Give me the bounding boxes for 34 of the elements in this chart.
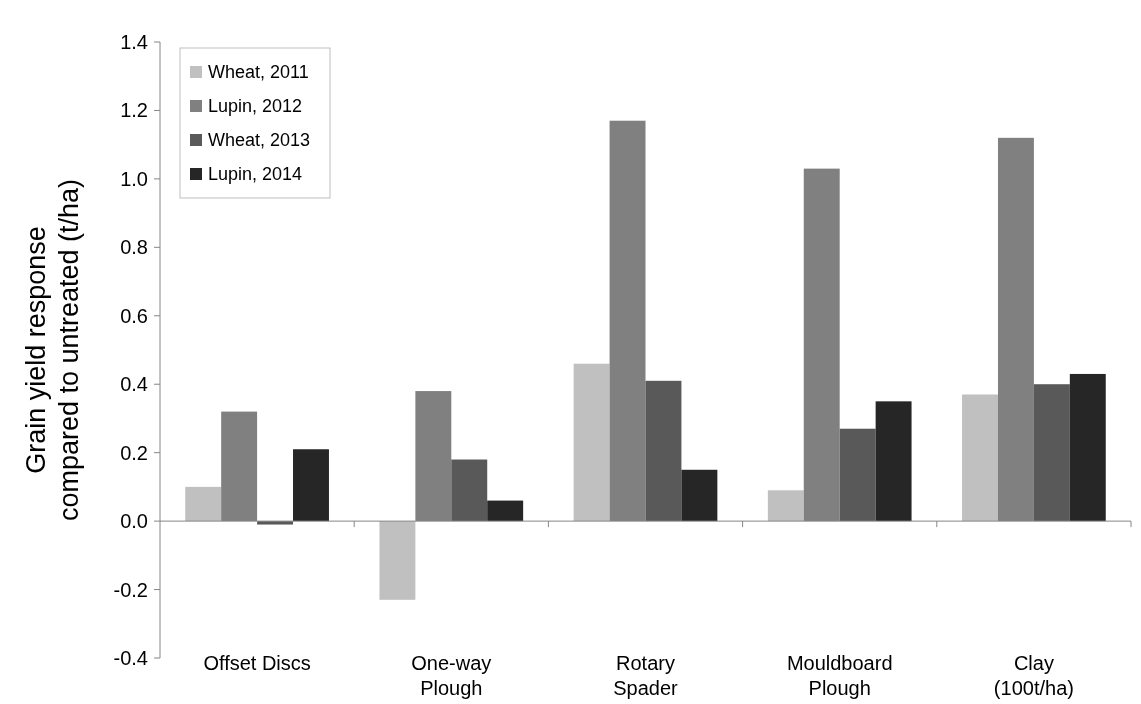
- bar: [185, 486, 222, 522]
- y-tick-label: -0.4: [113, 647, 148, 669]
- bar: [293, 449, 329, 522]
- bar: [962, 394, 998, 522]
- bar: [379, 521, 416, 600]
- x-tick-label: One-way Plough: [411, 652, 492, 699]
- x-tick-label: Rotary Spader: [613, 652, 679, 699]
- legend-label: Wheat, 2011: [208, 62, 309, 83]
- y-tick-label: 0.0: [120, 510, 148, 533]
- y-tick-label: 1.4: [120, 31, 148, 53]
- y-tick-label: 0.6: [120, 304, 148, 327]
- y-tick-label: 1.2: [120, 99, 148, 122]
- bar: [573, 363, 610, 522]
- bar: [451, 459, 488, 522]
- y-tick-label: 0.4: [120, 373, 148, 396]
- y-tick-label: -0.2: [113, 578, 148, 601]
- y-tick-label: 0.8: [120, 236, 148, 259]
- bar: [875, 401, 912, 522]
- x-tick-label: Clay (100t/ha): [993, 652, 1074, 699]
- y-axis-title: Grain yield response compared to untreated (t/ha): [21, 178, 84, 522]
- legend-label: Wheat, 2013: [208, 130, 311, 151]
- bar: [767, 490, 804, 522]
- bar: [839, 428, 876, 522]
- bar: [1069, 373, 1106, 522]
- x-tick-label: Mouldboard Plough: [786, 652, 893, 699]
- legend-label: Lupin, 2014: [208, 164, 303, 185]
- x-tick-label: Offset Discs: [203, 652, 311, 674]
- y-tick-label: 0.2: [120, 441, 148, 464]
- bar: [487, 500, 524, 522]
- y-tick-label: 1.0: [120, 167, 148, 190]
- bar: [681, 469, 718, 522]
- legend-label: Lupin, 2012: [208, 96, 303, 117]
- bar: [645, 380, 682, 522]
- bar: [1033, 384, 1070, 522]
